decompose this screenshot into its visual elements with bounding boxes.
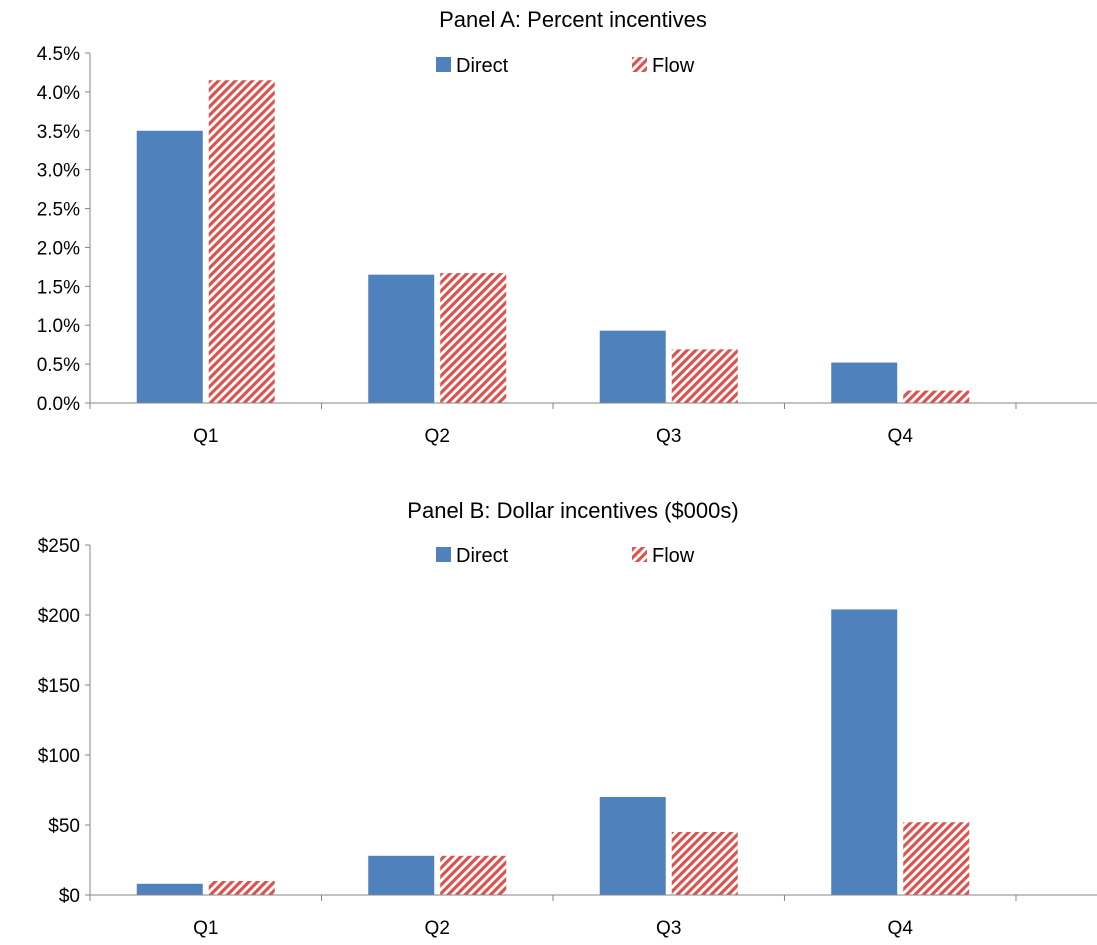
bar-flow-q2 <box>440 855 507 895</box>
y-tick-label: 1.5% <box>37 277 80 298</box>
panel-b-y-axis: $0 $50 $100 $150 $200 $250 <box>38 536 91 907</box>
bar-direct-q1 <box>136 130 203 403</box>
bar-flow-q4 <box>903 390 970 403</box>
panel-b-x-axis: Q1 Q2 Q3 Q4 <box>89 894 1097 939</box>
y-tick-label: $0 <box>59 886 80 907</box>
y-tick-label: 2.5% <box>37 200 80 221</box>
panel-b-title: Panel B: Dollar incentives ($000s) <box>407 498 738 523</box>
bar-direct-q2 <box>368 855 435 895</box>
x-tick-label: Q3 <box>656 426 681 447</box>
legend-swatch-flow <box>632 547 647 562</box>
x-tick-label: Q4 <box>888 426 914 447</box>
y-tick-label: 4.0% <box>37 83 80 104</box>
bar-direct-q2 <box>368 274 435 403</box>
y-tick-label: 4.5% <box>37 44 80 65</box>
bar-direct-q3 <box>599 330 666 403</box>
panel-a-bars <box>136 80 970 403</box>
panel-a-title: Panel A: Percent incentives <box>439 7 707 32</box>
panel-a-legend: Direct Flow <box>436 55 695 77</box>
bar-flow-q1 <box>208 881 275 895</box>
bar-direct-q1 <box>136 883 203 895</box>
y-tick-label: $200 <box>38 606 80 627</box>
y-tick-label: 0.5% <box>37 355 80 376</box>
bar-flow-q3 <box>671 832 738 895</box>
y-tick-label: $250 <box>38 536 80 557</box>
legend-label-direct: Direct <box>456 55 509 77</box>
y-tick-label: $150 <box>38 676 80 697</box>
panel-a-y-axis: 0.0% 0.5% 1.0% 1.5% 2.0% 2.5% 3.0% 3.5% 4.0% 4.5% <box>37 44 91 415</box>
y-tick-label: 0.0% <box>37 394 80 415</box>
y-tick-label: $100 <box>38 746 80 767</box>
legend-swatch-flow <box>632 57 647 72</box>
y-tick-label: 3.5% <box>37 122 80 143</box>
panel-b-bars <box>136 609 970 895</box>
y-tick-label: $50 <box>48 816 80 837</box>
x-tick-label: Q2 <box>425 918 450 939</box>
legend-label-flow: Flow <box>652 55 695 77</box>
y-tick-label: 2.0% <box>37 238 80 259</box>
legend-label-direct: Direct <box>456 545 509 567</box>
bar-flow-q4 <box>903 822 970 895</box>
bar-flow-q1 <box>208 80 275 403</box>
legend-swatch-direct <box>436 57 451 72</box>
x-tick-label: Q3 <box>656 918 681 939</box>
bar-direct-q3 <box>599 797 666 895</box>
panel-a: Panel A: Percent incentives 0.0% 0.5% 1.0%… <box>37 7 1097 447</box>
panel-b-legend: Direct Flow <box>436 545 695 567</box>
x-tick-label: Q2 <box>425 426 450 447</box>
x-tick-label: Q1 <box>193 918 218 939</box>
panel-b: Panel B: Dollar incentives ($000s) $0 $50… <box>38 498 1097 939</box>
bar-flow-q3 <box>671 349 738 403</box>
x-tick-label: Q1 <box>193 426 218 447</box>
y-tick-label: 3.0% <box>37 161 80 182</box>
y-tick-label: 1.0% <box>37 316 80 337</box>
x-tick-label: Q4 <box>888 918 914 939</box>
legend-swatch-direct <box>436 547 451 562</box>
legend-label-flow: Flow <box>652 545 695 567</box>
panel-a-x-axis: Q1 Q2 Q3 Q4 <box>89 402 1097 447</box>
bar-flow-q2 <box>440 273 507 403</box>
bar-direct-q4 <box>831 609 898 895</box>
bar-direct-q4 <box>831 362 898 403</box>
